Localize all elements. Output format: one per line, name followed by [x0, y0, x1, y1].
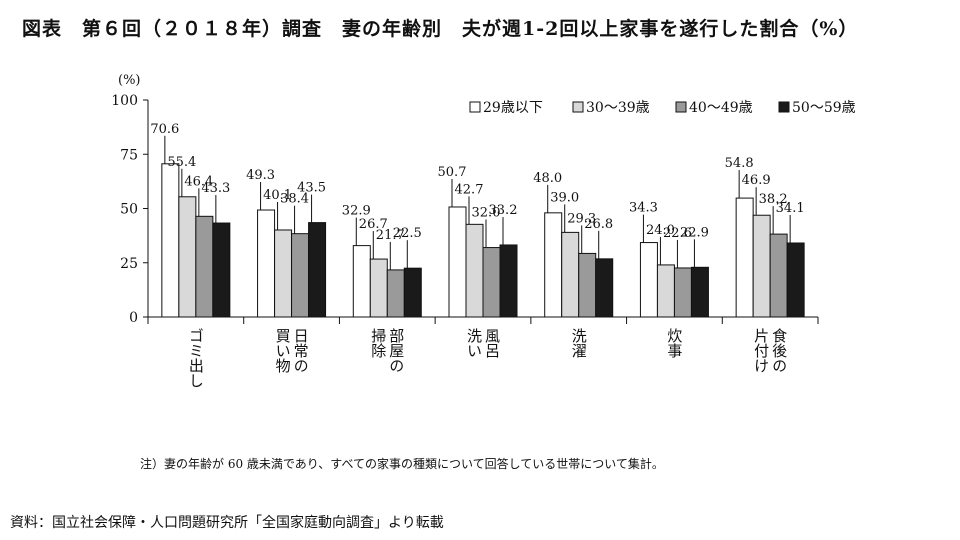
data-label: 46.4: [184, 174, 213, 189]
bar: [786, 242, 805, 318]
legend-label: 50～59歳: [792, 100, 856, 116]
category-label: ゴミ出し: [187, 328, 205, 388]
bar: [291, 233, 310, 318]
data-label: 32.9: [342, 204, 371, 219]
bar: [656, 264, 675, 318]
category-label: 買い物: [274, 328, 292, 374]
bar: [178, 196, 197, 318]
category-label: 部屋の: [387, 328, 405, 373]
legend-swatch: [469, 101, 481, 113]
data-label: 32.0: [472, 206, 501, 221]
legend-label: 29歳以下: [483, 100, 543, 116]
category-label: 洗い: [465, 328, 483, 358]
data-label: 48.0: [533, 171, 562, 186]
bar: [561, 231, 580, 318]
bar: [161, 163, 180, 318]
bar: [212, 222, 231, 318]
bar: [274, 229, 293, 318]
data-label: 43.3: [201, 181, 230, 196]
bar: [673, 267, 692, 318]
legend-swatch: [778, 101, 790, 113]
data-label: 38.4: [280, 192, 309, 207]
y-tick-label: 100: [111, 93, 138, 109]
data-label: 55.4: [167, 155, 196, 170]
data-label: 39.0: [550, 190, 579, 205]
y-tick-label: 75: [120, 147, 138, 163]
y-tick-label: 25: [120, 256, 138, 272]
y-tick-label: 50: [120, 202, 138, 218]
bar: [448, 206, 467, 318]
data-label: 29.3: [567, 211, 596, 226]
category-label: 日常の: [292, 328, 310, 373]
legend-label: 30～39歳: [586, 100, 650, 116]
data-label: 42.7: [455, 182, 484, 197]
bar: [386, 269, 405, 318]
data-label: 34.3: [629, 201, 658, 216]
bar: [465, 223, 484, 318]
data-label: 24.0: [646, 223, 675, 238]
bar: [482, 247, 501, 318]
data-label: 46.9: [742, 173, 771, 188]
data-label: 22.6: [663, 226, 692, 241]
data-label: 26.8: [584, 217, 613, 232]
data-label: 43.5: [297, 181, 326, 196]
y-tick-label: 0: [129, 310, 138, 326]
data-label: 22.5: [393, 226, 422, 241]
footnote: 注）妻の年齢が 60 歳未満であり、すべての家事の種類について回答している世帯に…: [140, 457, 664, 471]
bar: [403, 267, 422, 318]
bar: [752, 214, 771, 318]
category-label: 片付け: [752, 328, 770, 373]
legend-swatch: [675, 101, 687, 113]
bar: [195, 215, 214, 318]
bar: [735, 197, 754, 318]
category-label: 洗濯: [570, 328, 588, 358]
data-label: 34.1: [776, 201, 805, 216]
bar: [544, 212, 563, 318]
data-label: 26.7: [359, 217, 388, 232]
data-label: 50.7: [438, 165, 467, 180]
data-label: 33.2: [489, 203, 518, 218]
bar: [578, 252, 597, 318]
chart-title: 図表 第６回（２０１８年）調査 妻の年齢別 夫が週1-2回以上家事を遂行した割合…: [22, 18, 859, 40]
source-note: 資料：国立社会保障・人口問題研究所「全国家庭動向調査」より転載: [10, 515, 444, 531]
data-label: 21.7: [376, 228, 405, 243]
category-label: 炊事: [665, 328, 683, 358]
category-label: 掃除: [369, 327, 387, 358]
bar: [369, 258, 388, 318]
bar: [257, 209, 276, 318]
bar: [690, 266, 709, 318]
data-label: 40.1: [263, 188, 292, 203]
bar: [769, 233, 788, 318]
data-label: 49.3: [246, 168, 275, 183]
legend-swatch: [572, 101, 584, 113]
bar: [639, 242, 658, 318]
bar: [595, 258, 614, 318]
category-label: 風呂: [483, 328, 501, 358]
data-label: 22.9: [680, 225, 709, 240]
y-axis-label: (%): [118, 73, 141, 88]
data-label: 38.2: [759, 192, 788, 207]
bar: [308, 222, 327, 318]
bar: [352, 245, 371, 318]
category-label: 食後の: [770, 328, 788, 373]
legend-label: 40～49歳: [689, 100, 753, 116]
data-label: 54.8: [725, 156, 754, 171]
data-label: 70.6: [150, 122, 179, 137]
bar: [499, 244, 518, 318]
